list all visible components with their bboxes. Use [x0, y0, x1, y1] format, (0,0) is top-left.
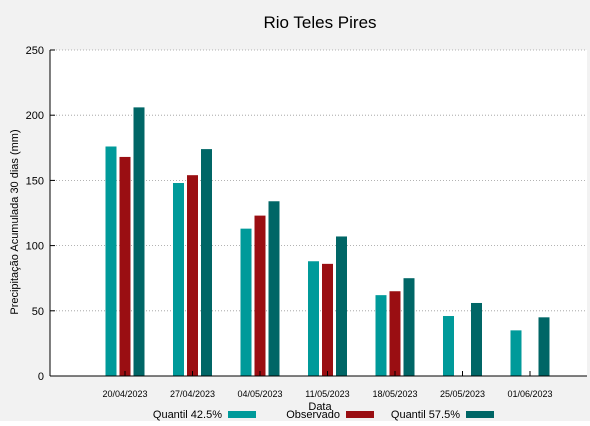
bar: [443, 316, 454, 376]
legend-swatch: [466, 411, 494, 418]
legend-label: Quantil 57.5%: [391, 409, 460, 421]
bar: [471, 302, 482, 376]
y-tick-label: 0: [38, 371, 44, 383]
gridlines: [50, 49, 587, 312]
chart-title: Rio Teles Pires: [263, 13, 376, 32]
bar: [389, 291, 401, 376]
legend: Quantil 42.5% Observado Quantil 57.5%: [153, 409, 494, 421]
bar: [375, 295, 387, 376]
bar: [308, 261, 319, 376]
x-tick-label: 18/05/2023: [372, 389, 417, 399]
legend-label: Quantil 42.5%: [153, 409, 222, 421]
bar: [538, 317, 550, 376]
legend-swatch: [228, 411, 256, 418]
x-tick-label: 20/04/2023: [102, 389, 147, 399]
x-tick-label: 11/05/2023: [305, 389, 349, 399]
x-tick-label: 01/06/2023: [507, 389, 552, 399]
bars: [105, 107, 550, 376]
y-axis-label: Precipitação Acumulada 30 dias (mm): [9, 129, 21, 314]
bar: [336, 236, 347, 376]
y-tick-label: 250: [26, 45, 44, 57]
bar: [240, 228, 252, 376]
bar: [403, 278, 415, 376]
y-tick-label: 50: [32, 306, 44, 318]
bar: [201, 149, 212, 376]
x-tick-label: 27/04/2023: [170, 389, 215, 399]
legend-label: Observado: [286, 409, 340, 421]
bar: [322, 263, 333, 376]
bar: [254, 215, 266, 376]
bar: [268, 201, 280, 376]
y-tick-label: 200: [26, 110, 44, 122]
x-axis-label: Data: [308, 401, 332, 413]
bar: [105, 146, 117, 376]
y-ticks: 0 50 100 150 200 250: [26, 45, 55, 383]
y-tick-label: 150: [26, 175, 44, 187]
bar: [133, 107, 145, 376]
bar: [173, 183, 184, 376]
bar: [119, 156, 131, 376]
x-tick-label: 25/05/2023: [440, 389, 485, 399]
y-tick-label: 100: [26, 241, 44, 253]
x-ticks: 20/04/2023 27/04/2023 04/05/2023 11/05/2023…: [102, 371, 553, 399]
x-tick-label: 04/05/2023: [237, 389, 282, 399]
legend-swatch: [346, 411, 374, 418]
bar: [187, 175, 198, 376]
bar: [510, 330, 522, 376]
